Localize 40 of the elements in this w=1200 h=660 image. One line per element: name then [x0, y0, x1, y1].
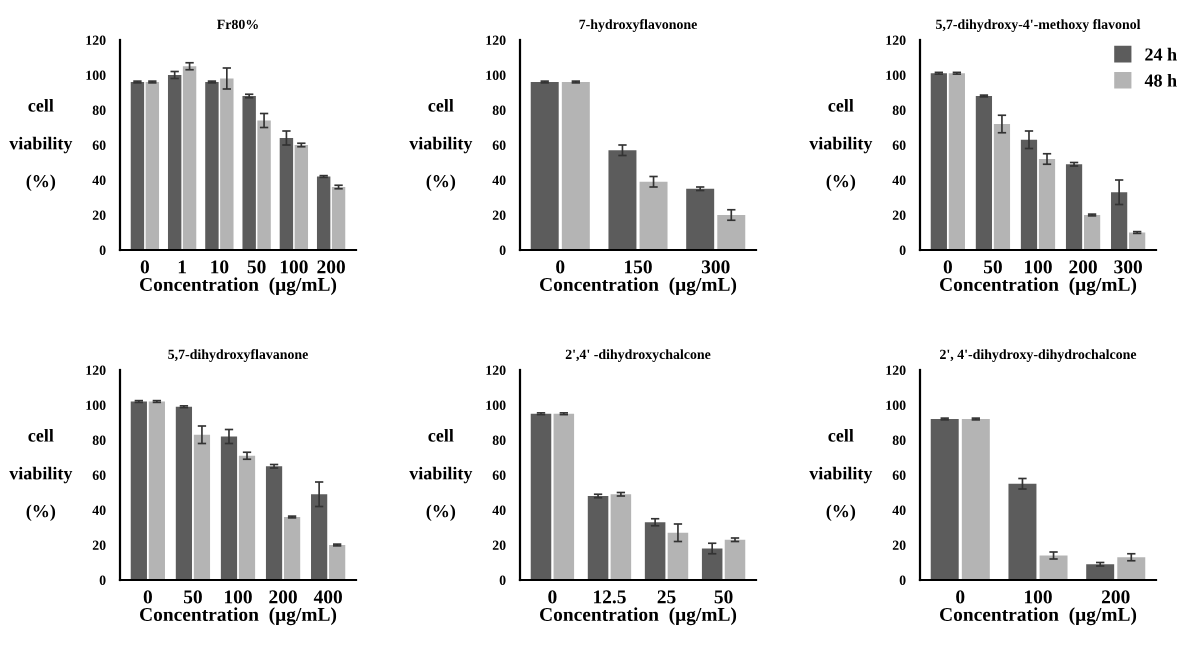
text: cell viability (%)	[9, 99, 73, 191]
x-tick-label: 200	[1069, 260, 1097, 274]
x-tick-label: 0	[556, 260, 565, 274]
x-tick-label: 100	[1024, 260, 1052, 274]
text: cell viability (%)	[409, 429, 473, 521]
x-tick-label: 300	[701, 260, 730, 274]
x-tick-label: 25	[657, 590, 676, 604]
x-tick-label: 100	[280, 260, 308, 274]
legend-label: 24 h	[1145, 47, 1177, 61]
x-tick-label: 10	[211, 260, 229, 274]
x-tick-label: 100	[224, 590, 252, 604]
x-tick-label: 200	[1101, 590, 1130, 604]
x-tick-label: 0	[143, 590, 152, 604]
x-axis-title: Concentration (μg/mL)	[140, 607, 337, 626]
x-tick-label: 50	[183, 590, 202, 604]
x-tick-label: 200	[317, 260, 345, 274]
text: cell viability (%)	[9, 429, 73, 521]
x-tick-label: 0	[943, 260, 952, 274]
x-tick-label: 200	[269, 590, 297, 604]
x-tick-label: 50	[247, 260, 266, 274]
text: cell viability (%)	[809, 429, 873, 521]
x-tick-label: 50	[983, 260, 1002, 274]
x-tick-label: 12.5	[594, 590, 626, 604]
text: cell viability (%)	[809, 99, 873, 191]
x-tick-label: 300	[1114, 260, 1142, 274]
x-axis-title: Concentration (μg/mL)	[540, 607, 737, 626]
x-tick-label: 0	[140, 260, 149, 274]
x-tick-label: 0	[548, 590, 557, 604]
x-axis-title: Concentration (μg/mL)	[140, 277, 337, 296]
x-tick-label: 0	[956, 590, 965, 604]
text: cell viability (%)	[409, 99, 473, 191]
x-tick-label: 400	[313, 590, 342, 604]
legend-label: 48 h	[1144, 73, 1177, 87]
x-tick-label: 100	[1024, 590, 1052, 604]
x-tick-label: 150	[624, 260, 652, 274]
x-tick-label: 1	[178, 260, 186, 274]
x-axis-title: Concentration (μg/mL)	[940, 607, 1137, 626]
x-axis-title: Concentration (μg/mL)	[940, 277, 1137, 296]
x-tick-label: 50	[714, 590, 733, 604]
x-axis-title: Concentration (μg/mL)	[540, 277, 737, 296]
